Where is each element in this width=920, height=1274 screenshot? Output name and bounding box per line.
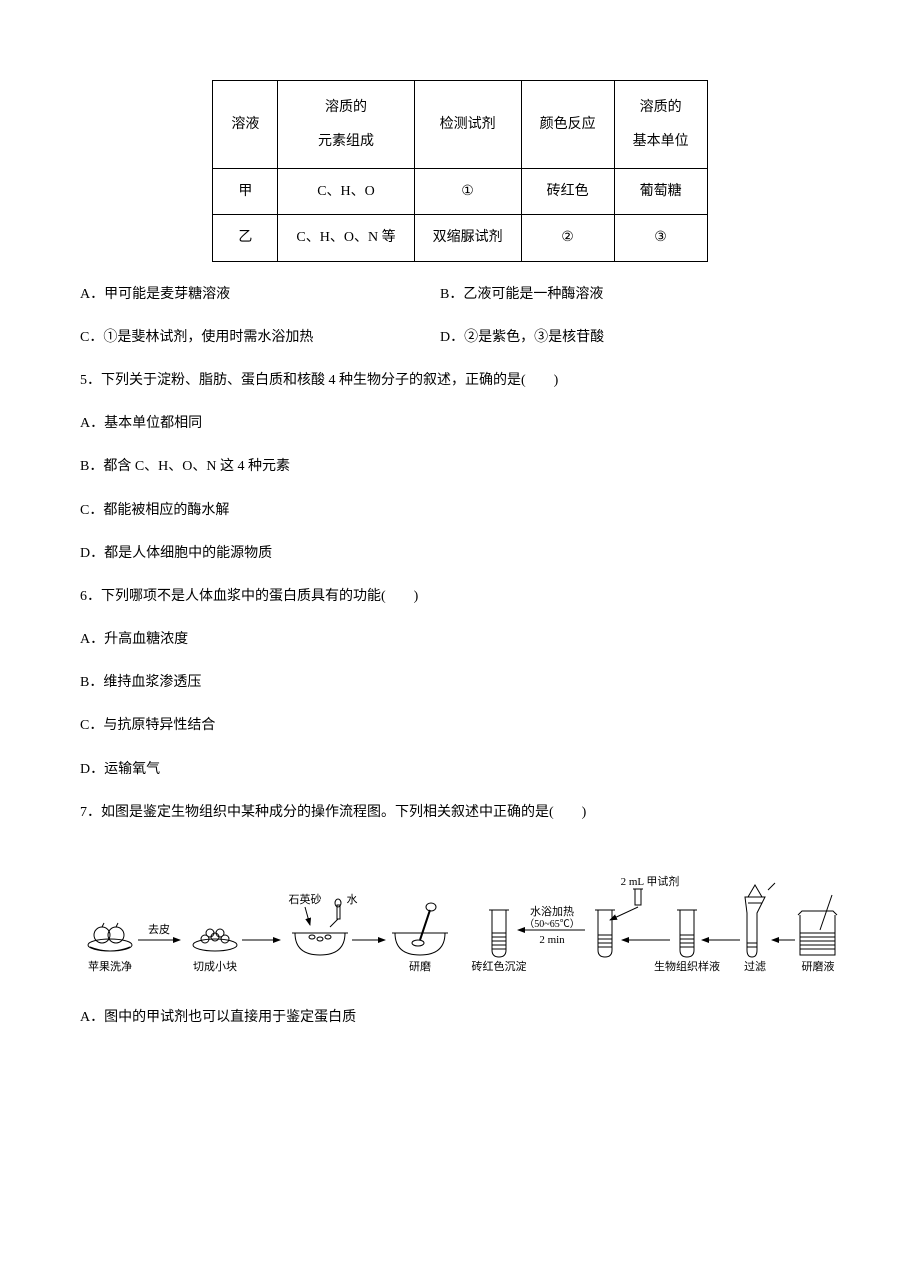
q5-option-c: C．都能被相应的酶水解: [80, 498, 840, 523]
beaker-icon: [798, 895, 837, 955]
option-row-ab: A．甲可能是麦芽糖溶液 B．乙液可能是一种酶溶液: [80, 282, 840, 307]
label-grindliquid: 研磨液: [802, 959, 835, 973]
funnel-icon: [745, 883, 775, 957]
dropper-icon: [330, 899, 341, 927]
table-header-row: 溶液 溶质的元素组成 检测试剂 颜色反应 溶质的基本单位: [213, 81, 707, 169]
header-composition: 溶质的元素组成: [278, 81, 414, 169]
cell-jia: 甲: [213, 169, 278, 215]
header-color: 颜色反应: [521, 81, 614, 169]
data-table: 溶液 溶质的元素组成 检测试剂 颜色反应 溶质的基本单位 甲 C、H、O ① 砖…: [212, 80, 707, 262]
q6-option-a: A．升高血糖浓度: [80, 627, 840, 652]
reagent-tube-icon: [633, 889, 643, 905]
q5-option-b: B．都含 C、H、O、N 这 4 种元素: [80, 454, 840, 479]
cell-chon: C、H、O、N 等: [278, 215, 414, 261]
q7-option-a: A．图中的甲试剂也可以直接用于鉴定蛋白质: [80, 1005, 840, 1030]
q6-option-c: C．与抗原特异性结合: [80, 713, 840, 738]
header-reagent: 检测试剂: [414, 81, 521, 169]
cell-cho: C、H、O: [278, 169, 414, 215]
q5-option-d: D．都是人体细胞中的能源物质: [80, 541, 840, 566]
label-quartz: 石英砂: [289, 892, 322, 906]
option-d: D．②是紫色，③是核苷酸: [440, 325, 604, 350]
table-row: 甲 C、H、O ① 砖红色 葡萄糖: [213, 169, 707, 215]
apple-icon: [88, 923, 132, 951]
label-grind: 研磨: [409, 960, 431, 973]
q6-option-b: B．维持血浆渗透压: [80, 670, 840, 695]
cut-pieces-icon: [193, 929, 237, 951]
label-waterbath: 水浴加热: [530, 905, 574, 918]
option-b: B．乙液可能是一种酶溶液: [440, 282, 603, 307]
label-cut: 切成小块: [193, 960, 237, 973]
label-temp: （50~65℃）: [524, 918, 579, 930]
cell-glucose: 葡萄糖: [614, 169, 707, 215]
label-peel: 去皮: [148, 923, 170, 936]
flow-diagram: 苹果洗净 去皮 切成小块 石英砂 水: [80, 855, 840, 985]
cell-blank1: ①: [414, 169, 521, 215]
cell-blank2: ②: [521, 215, 614, 261]
option-row-cd: C．①是斐林试剂，使用时需水浴加热 D．②是紫色，③是核苷酸: [80, 325, 840, 350]
option-a: A．甲可能是麦芽糖溶液: [80, 282, 440, 307]
table-row: 乙 C、H、O、N 等 双缩脲试剂 ② ③: [213, 215, 707, 261]
cell-brick: 砖红色: [521, 169, 614, 215]
q5-stem: 5．下列关于淀粉、脂肪、蛋白质和核酸 4 种生物分子的叙述，正确的是( ): [80, 368, 840, 393]
q6-option-d: D．运输氧气: [80, 757, 840, 782]
test-tube-2-icon: [595, 910, 615, 957]
label-time: 2 min: [539, 934, 565, 946]
header-solution: 溶液: [213, 81, 278, 169]
q6-stem: 6．下列哪项不是人体血浆中的蛋白质具有的功能( ): [80, 584, 840, 609]
label-filter: 过滤: [744, 960, 766, 973]
label-apple-wash: 苹果洗净: [88, 959, 132, 973]
label-water: 水: [347, 893, 358, 906]
label-reagent: 2 mL 甲试剂: [621, 874, 680, 888]
cell-blank3: ③: [614, 215, 707, 261]
cell-biuret: 双缩脲试剂: [414, 215, 521, 261]
header-unit: 溶质的基本单位: [614, 81, 707, 169]
mortar-icon: [292, 933, 348, 955]
option-c: C．①是斐林试剂，使用时需水浴加热: [80, 325, 440, 350]
cell-yi: 乙: [213, 215, 278, 261]
mortar-pestle-icon: [392, 903, 448, 955]
label-sample: 生物组织样液: [654, 959, 720, 973]
q5-option-a: A．基本单位都相同: [80, 411, 840, 436]
label-brick: 砖红色沉淀: [472, 959, 527, 973]
q7-stem: 7．如图是鉴定生物组织中某种成分的操作流程图。下列相关叙述中正确的是( ): [80, 800, 840, 825]
test-tube-brick-icon: [489, 910, 509, 957]
test-tube-sample-icon: [677, 910, 697, 957]
